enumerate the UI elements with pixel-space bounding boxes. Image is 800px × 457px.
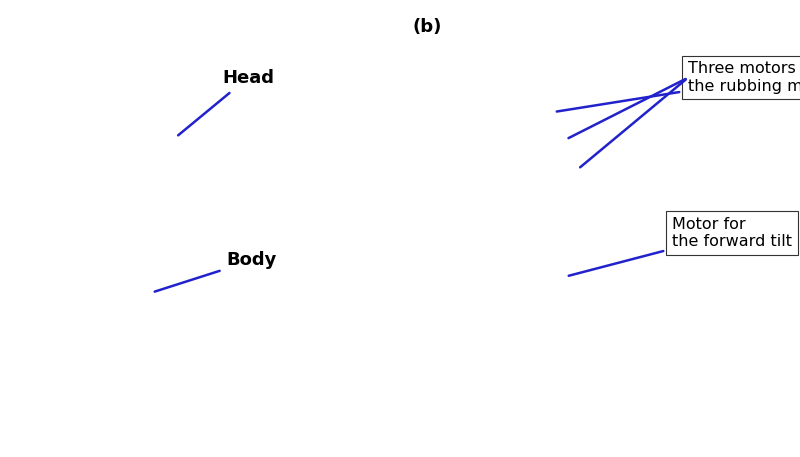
Text: Three motors for
the rubbing motions: Three motors for the rubbing motions bbox=[557, 62, 800, 112]
Text: (a): (a) bbox=[12, 18, 41, 36]
Text: (b): (b) bbox=[412, 18, 442, 36]
Text: Body: Body bbox=[154, 251, 277, 292]
Text: Motor for
the forward tilt: Motor for the forward tilt bbox=[569, 217, 792, 276]
Text: Head: Head bbox=[178, 69, 274, 135]
